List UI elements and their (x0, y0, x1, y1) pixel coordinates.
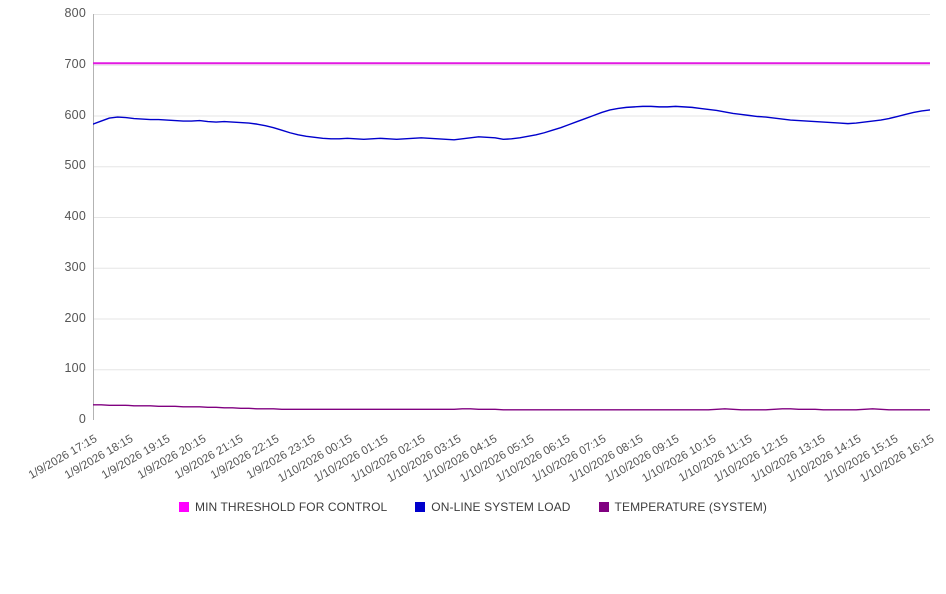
legend-item[interactable]: MIN THRESHOLD FOR CONTROL (178, 500, 388, 514)
y-tick-label: 0 (78, 412, 86, 426)
y-tick-label: 700 (64, 56, 86, 71)
y-tick-label: 600 (64, 107, 86, 122)
legend-label: TEMPERATURE (SYSTEM) (614, 500, 767, 514)
legend-item[interactable]: ON-LINE SYSTEM LOAD (415, 500, 570, 514)
plot-svg (93, 14, 930, 420)
line-chart: 800 700 600 500 400 300 200 100 0 1/9/2026 17:15… (0, 0, 946, 518)
legend-swatch-icon (598, 502, 609, 512)
x-axis: 1/9/2026 17:15 1/9/2026 18:15 1/9/2026 19:… (0, 422, 946, 492)
y-tick-label: 400 (64, 209, 86, 223)
y-axis: 800 700 600 500 400 300 200 100 0 (0, 0, 86, 440)
y-tick-label: 500 (64, 158, 86, 173)
y-tick-label: 800 (64, 6, 86, 20)
legend-item[interactable]: TEMPERATURE (SYSTEM) (598, 500, 767, 514)
y-tick-label: 200 (64, 310, 86, 325)
y-tick-label: 300 (64, 259, 86, 274)
plot-area (93, 14, 930, 420)
legend-label: MIN THRESHOLD FOR CONTROL (194, 500, 388, 514)
legend-label: ON-LINE SYSTEM LOAD (431, 500, 571, 514)
series-line-2 (93, 404, 930, 411)
chart-legend: MIN THRESHOLD FOR CONTROL ON-LINE SYSTEM … (0, 496, 946, 518)
y-tick-label: 100 (64, 361, 86, 376)
legend-swatch-icon (415, 502, 426, 512)
series-line-1 (93, 105, 930, 141)
legend-swatch-icon (178, 502, 189, 512)
